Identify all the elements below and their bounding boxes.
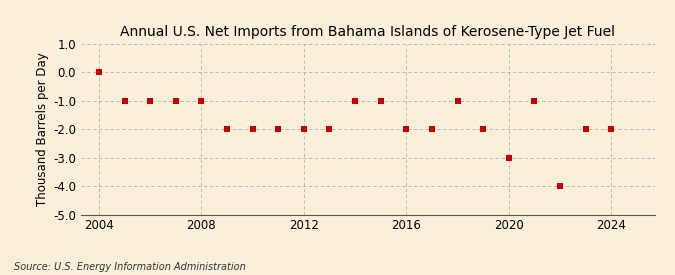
- Point: [580, 127, 591, 131]
- Point: [529, 99, 540, 103]
- Point: [401, 127, 412, 131]
- Point: [427, 127, 437, 131]
- Point: [298, 127, 309, 131]
- Point: [504, 155, 514, 160]
- Point: [350, 99, 360, 103]
- Point: [119, 99, 130, 103]
- Point: [324, 127, 335, 131]
- Point: [478, 127, 489, 131]
- Point: [196, 99, 207, 103]
- Point: [555, 184, 566, 188]
- Point: [94, 70, 105, 75]
- Text: Source: U.S. Energy Information Administration: Source: U.S. Energy Information Administ…: [14, 262, 245, 272]
- Point: [170, 99, 181, 103]
- Point: [273, 127, 284, 131]
- Point: [605, 127, 616, 131]
- Title: Annual U.S. Net Imports from Bahama Islands of Kerosene-Type Jet Fuel: Annual U.S. Net Imports from Bahama Isla…: [120, 25, 616, 39]
- Point: [247, 127, 258, 131]
- Point: [144, 99, 155, 103]
- Y-axis label: Thousand Barrels per Day: Thousand Barrels per Day: [36, 52, 49, 206]
- Point: [375, 99, 386, 103]
- Point: [452, 99, 463, 103]
- Point: [221, 127, 232, 131]
